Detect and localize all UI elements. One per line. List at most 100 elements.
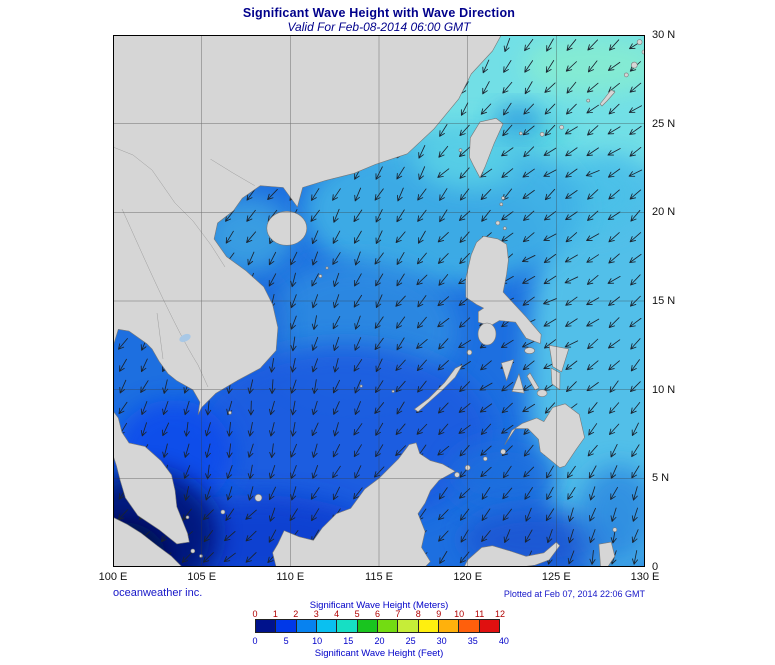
land-okinawa — [599, 89, 616, 107]
island-babuyan2 — [502, 226, 507, 231]
meters-tick: 0 — [252, 609, 258, 619]
feet-tick: 15 — [343, 636, 354, 646]
lat-label: 20 N — [652, 206, 676, 219]
colorbar-segment — [357, 620, 378, 632]
lon-label: 115 E — [365, 571, 393, 583]
island-kume — [586, 98, 591, 103]
island-basilan — [500, 448, 506, 455]
land-cebu — [526, 372, 540, 391]
land-bohol — [536, 389, 548, 398]
colorbar-segment — [418, 620, 439, 632]
land-malay-peninsula — [113, 410, 190, 545]
land-palawan — [414, 364, 463, 413]
colorbar-segment — [398, 620, 419, 632]
lon-label: 125 E — [541, 571, 571, 583]
land-panay — [500, 359, 515, 382]
land-luzon — [465, 235, 542, 344]
island-paracel2 — [325, 266, 329, 270]
meters-tick: 11 — [474, 609, 485, 619]
country-borders — [113, 146, 255, 388]
island-condao — [228, 410, 232, 415]
lat-label: 5 N — [652, 472, 670, 485]
land-sumatra — [113, 516, 183, 567]
page-title: Significant Wave Height with Wave Direct… — [242, 6, 516, 20]
meters-tick: 4 — [334, 609, 340, 619]
island-anambas — [220, 509, 226, 515]
meters-tick: 7 — [395, 609, 401, 619]
island-babuyan — [495, 220, 501, 226]
island-batanes — [499, 202, 504, 207]
land-mindanao — [504, 403, 585, 469]
lat-label: 25 N — [652, 117, 676, 130]
island-riau — [190, 548, 196, 554]
land-borneo — [272, 442, 456, 567]
meters-tick: 8 — [415, 609, 421, 619]
meters-tick: 3 — [313, 609, 319, 619]
colorbar-segment — [459, 620, 480, 632]
colorbar-segment — [438, 620, 460, 632]
latitude-axis: 30 N 25 N 20 N 15 N 10 N 5 N 0 — [652, 29, 692, 573]
island-ishigaki — [539, 132, 545, 137]
island-amami — [630, 61, 638, 69]
land-layer — [113, 35, 645, 567]
lake-tonle-sap — [179, 333, 191, 343]
island-spratly — [359, 384, 363, 388]
lat-label: 30 N — [652, 29, 676, 41]
feet-tick: 40 — [498, 636, 509, 646]
lat-label: 15 N — [652, 295, 676, 307]
land-taiwan — [469, 118, 504, 179]
island-miyako — [559, 124, 564, 130]
land-mindoro — [477, 322, 497, 346]
legend-colorbar — [255, 619, 500, 633]
lon-label: 120 E — [453, 571, 483, 583]
island-tokunoshima — [623, 72, 629, 78]
feet-tick: 25 — [405, 636, 416, 646]
colorbar-segment — [256, 620, 277, 632]
lat-label: 0 — [652, 561, 659, 573]
island-sulu — [482, 456, 488, 462]
grid-layer — [113, 35, 645, 567]
land-sulawesi — [463, 541, 561, 567]
colorbar-segment — [276, 620, 297, 632]
island-riau2 — [199, 554, 203, 558]
valid-time: Valid For Feb-08-2014 06:00 GMT — [287, 20, 471, 34]
colorbar-segment — [377, 620, 399, 632]
longitude-axis: 100 E 105 E 110 E 115 E 120 E 125 E 130 E — [99, 571, 660, 584]
island-morotai — [612, 527, 618, 533]
colorbar-segment — [296, 620, 317, 632]
plotted-timestamp: Plotted at Feb 07, 2014 22:06 GMT — [503, 589, 645, 599]
colorbar-segment — [479, 620, 499, 632]
land-masbate — [524, 347, 535, 354]
lon-label: 105 E — [187, 571, 217, 583]
land-halmahera — [598, 541, 616, 567]
legend-meters-ticks: 0 1 2 3 4 5 6 7 8 9 10 11 12 — [252, 609, 505, 619]
island-paracel — [318, 274, 323, 278]
island-ryukyu-north — [636, 39, 643, 45]
feet-tick: 35 — [467, 636, 478, 646]
meters-tick: 1 — [272, 609, 278, 619]
meters-tick: 9 — [436, 609, 442, 619]
feet-tick: 5 — [283, 636, 289, 646]
map-svg — [113, 35, 645, 567]
island-penghu — [458, 148, 463, 152]
land-hainan — [266, 211, 308, 246]
land-samar — [548, 344, 570, 373]
colorbar-segment — [337, 620, 358, 632]
legend-feet-label: Significant Wave Height (Feet) — [314, 648, 444, 659]
island-batanes2 — [501, 196, 505, 200]
feet-tick: 20 — [374, 636, 385, 646]
feet-tick: 10 — [312, 636, 323, 646]
land-china-indochina — [113, 35, 502, 415]
meters-tick: 12 — [494, 609, 506, 619]
credit-oceanweather: oceanweather inc. — [113, 587, 203, 599]
map-frame — [113, 35, 645, 567]
legend-feet-ticks: 0 5 10 15 20 25 30 35 40 — [252, 636, 508, 646]
island-tioman — [185, 515, 190, 520]
feet-tick: 0 — [252, 636, 258, 646]
island-tawitawi — [454, 471, 460, 478]
feet-tick: 30 — [436, 636, 447, 646]
lon-label: 130 E — [630, 571, 660, 583]
island-yonaguni — [518, 131, 523, 136]
land-negros — [511, 373, 525, 394]
